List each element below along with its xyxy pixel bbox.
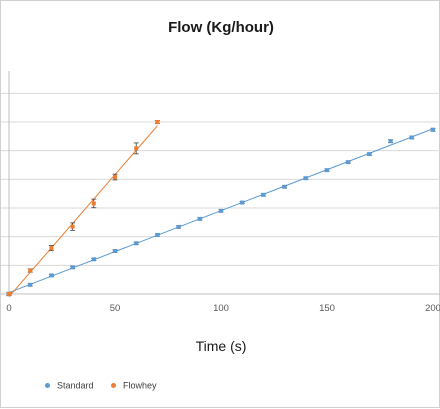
chart-title: Flow (Kg/hour) [168,19,274,36]
data-point-flowhey [155,120,160,124]
data-point-standard [197,216,202,221]
legend-label-flowhey: Flowhey [123,380,157,391]
legend-marker-flowhey [111,383,116,389]
data-point-standard [134,241,139,246]
data-point-flowhey [7,292,11,296]
gridlines [1,92,440,266]
data-point-standard [176,224,181,229]
data-point-flowhey [49,246,54,251]
data-point-standard [155,232,160,237]
data-point-flowhey [91,201,96,206]
data-point-standard [325,168,329,173]
tick-labels: 0 50 100 150 200 [6,303,440,314]
data-point-standard [240,200,245,205]
legend-item-standard: Standard [45,380,94,391]
data-point-standard [431,127,435,132]
x-tick-label: 100 [213,303,229,314]
data-point-standard [388,139,393,144]
data-point-standard [261,192,266,197]
data-point-standard [49,273,54,278]
data-point-standard [28,282,33,287]
data-point-standard [409,135,414,140]
data-point-standard [70,265,75,270]
data-points [7,120,435,296]
axes [1,71,440,295]
data-point-standard [303,176,308,181]
data-point-standard [219,208,223,213]
trendline-flowhey [8,125,158,298]
data-point-standard [113,249,117,253]
data-point-flowhey [113,175,117,180]
x-tick-label: 50 [110,303,121,314]
data-point-flowhey [70,224,75,229]
data-point-standard [367,152,372,157]
x-axis-title: Time (s) [195,338,247,354]
x-tick-label: 150 [319,303,335,314]
x-tick-label: 0 [6,303,11,314]
legend-marker-standard [45,383,50,389]
data-point-flowhey [28,268,33,273]
legend-label-standard: Standard [57,380,94,391]
data-point-standard [346,160,351,165]
data-point-flowhey [134,146,139,151]
x-tick-label: 200 [425,303,440,314]
data-point-standard [91,257,96,262]
data-point-standard [282,184,287,189]
legend-item-flowhey: Flowhey [111,380,157,391]
